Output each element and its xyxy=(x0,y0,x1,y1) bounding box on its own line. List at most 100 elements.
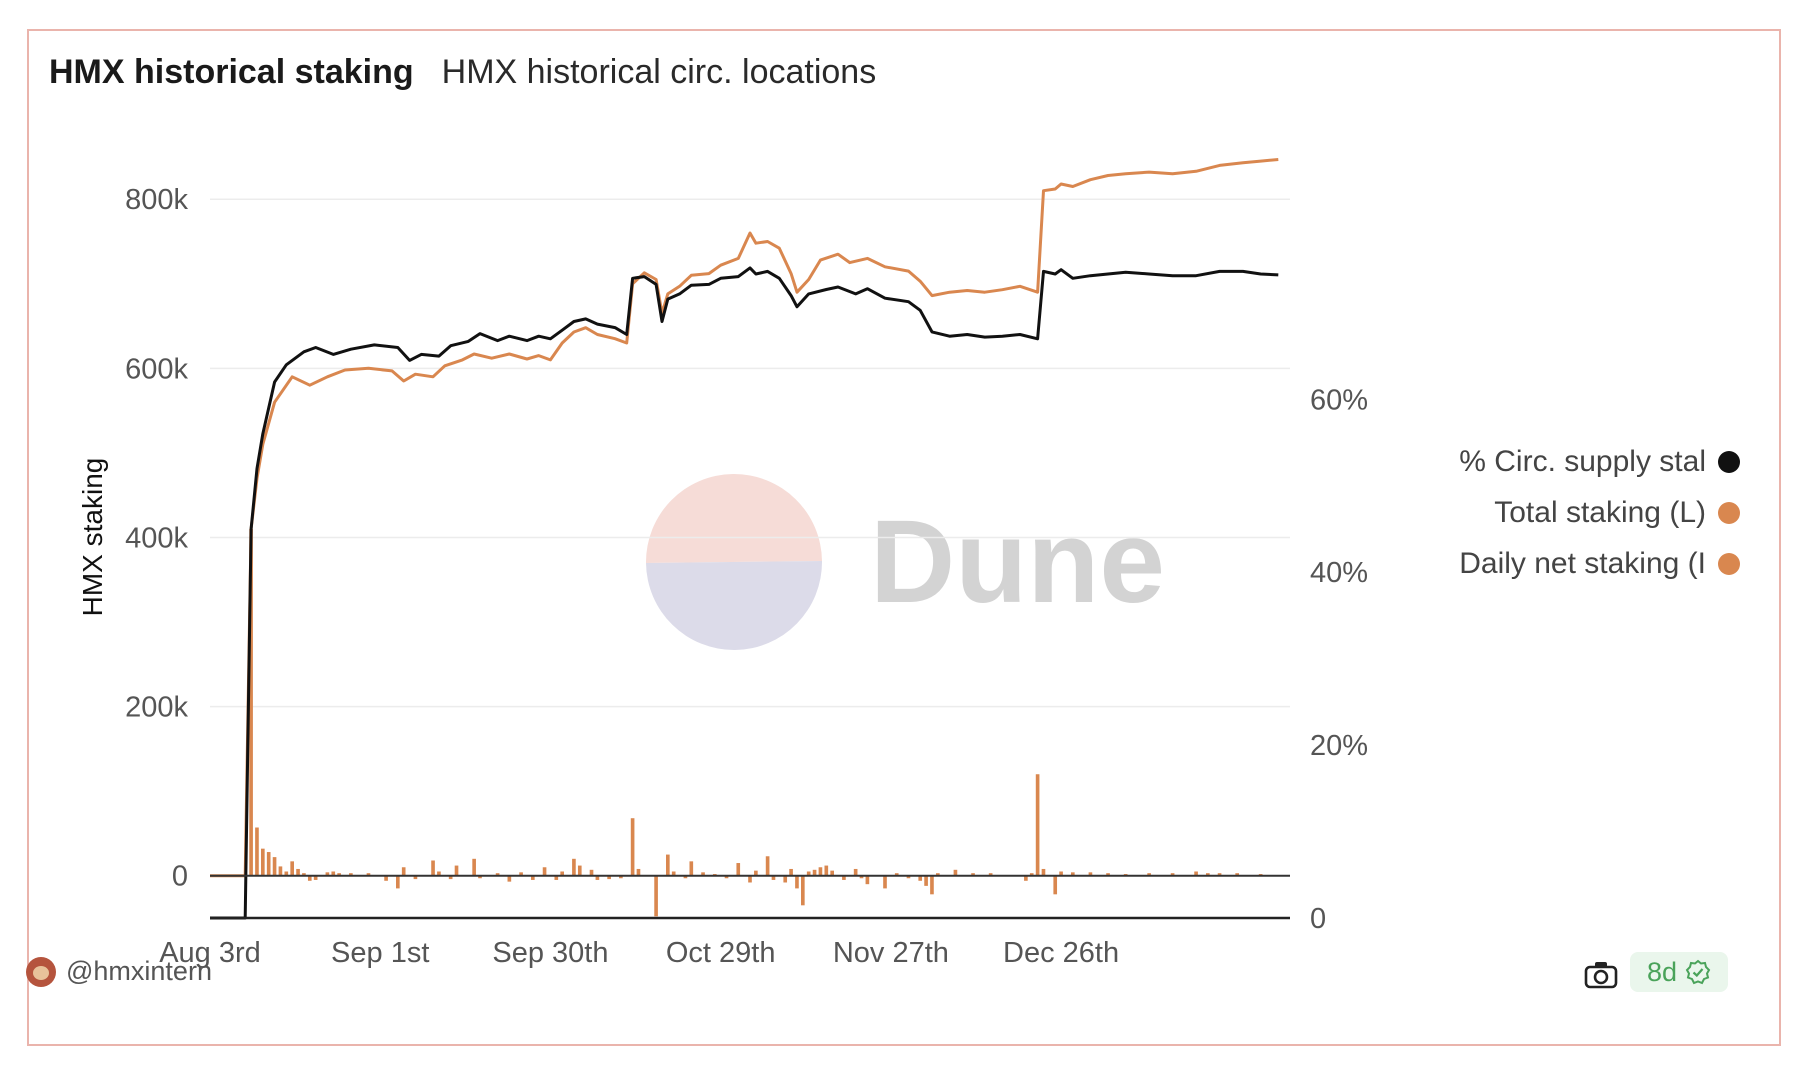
daily-net-bar-40 xyxy=(630,818,635,876)
legend-label-total-staking: Total staking (L) xyxy=(1494,495,1706,529)
daily-net-bar-50 xyxy=(736,863,741,876)
daily-net-bar-32 xyxy=(554,875,559,880)
legend-label-pct-circ: % Circ. supply stal xyxy=(1459,444,1706,478)
daily-net-bar-69 xyxy=(894,873,899,876)
daily-net-bar-65 xyxy=(853,868,858,876)
legend-item-total-staking[interactable]: Total staking (L) xyxy=(1380,487,1740,538)
daily-net-bar-36 xyxy=(589,869,594,876)
daily-net-bar-89 xyxy=(1170,873,1175,876)
daily-net-bar-70 xyxy=(906,875,911,879)
daily-net-bar-91 xyxy=(1206,873,1210,876)
daily-net-bar-25 xyxy=(472,858,476,876)
daily-net-bar-83 xyxy=(1059,871,1063,876)
daily-net-bar-81 xyxy=(1041,868,1046,876)
daily-net-bar-0 xyxy=(249,529,253,876)
daily-net-bar-34 xyxy=(572,858,576,876)
daily-net-bar-24 xyxy=(454,865,459,876)
daily-net-bar-67 xyxy=(865,875,870,885)
daily-net-bar-10 xyxy=(307,875,312,881)
daily-net-bar-3 xyxy=(266,852,271,876)
daily-net-bar-80 xyxy=(1035,774,1040,876)
chart-legend: % Circ. supply stal Total staking (L) Da… xyxy=(1380,436,1740,589)
chart-tabs: HMX historical staking HMX historical ci… xyxy=(49,53,876,92)
y2-tick-label: 0 xyxy=(1310,903,1326,935)
x-tick-label: Sep 1st xyxy=(331,937,429,969)
daily-net-bar-84 xyxy=(1071,872,1075,876)
y2-tick-label: 60% xyxy=(1310,384,1368,416)
daily-net-bar-88 xyxy=(1147,873,1151,876)
daily-net-bar-35 xyxy=(577,865,582,876)
refresh-age-badge[interactable]: 8d xyxy=(1630,952,1728,992)
daily-net-bar-74 xyxy=(936,873,940,876)
x-tick-label: Nov 27th xyxy=(833,937,949,969)
daily-net-bar-46 xyxy=(689,861,694,876)
daily-net-bar-54 xyxy=(771,875,776,880)
daily-net-bar-77 xyxy=(988,873,993,876)
daily-net-bar-2 xyxy=(261,848,265,876)
y2-tick-label: 40% xyxy=(1310,557,1368,589)
daily-net-bar-42 xyxy=(654,875,658,917)
daily-net-bar-29 xyxy=(519,872,523,876)
daily-net-bar-52 xyxy=(754,870,758,876)
daily-net-bar-61 xyxy=(818,867,823,876)
pct-circ-supply-line xyxy=(210,266,1279,920)
author[interactable]: @hmxintern xyxy=(26,956,212,987)
age-text: 8d xyxy=(1646,956,1678,987)
daily-net-bar-6 xyxy=(284,871,289,876)
daily-net-bar-57 xyxy=(795,875,799,889)
daily-net-bar-13 xyxy=(331,871,336,876)
author-handle: @hmxintern xyxy=(66,956,212,986)
daily-net-bar-45 xyxy=(683,875,688,879)
daily-net-bar-59 xyxy=(806,871,811,876)
dune-watermark-text: Dune xyxy=(870,496,1165,628)
daily-net-bar-56 xyxy=(789,868,793,876)
daily-net-bar-92 xyxy=(1217,873,1222,876)
daily-net-bar-43 xyxy=(666,854,670,876)
daily-net-bar-16 xyxy=(366,873,371,876)
daily-net-bar-49 xyxy=(724,875,729,879)
daily-net-bar-17 xyxy=(384,875,388,881)
daily-net-bar-7 xyxy=(290,861,294,876)
daily-net-bar-76 xyxy=(971,873,975,876)
daily-net-bar-1 xyxy=(255,827,259,876)
dune-logo-bottom-icon xyxy=(646,561,823,651)
daily-net-bar-66 xyxy=(859,875,864,879)
daily-net-bar-31 xyxy=(542,867,547,876)
x-tick-label: Aug 3rd xyxy=(159,937,261,969)
series-lines xyxy=(210,158,1279,920)
tab-historical-circ-locations[interactable]: HMX historical circ. locations xyxy=(441,53,877,91)
legend-item-daily-net[interactable]: Daily net staking (I xyxy=(1380,538,1740,589)
daily-net-bar-53 xyxy=(765,856,770,876)
daily-net-bar-41 xyxy=(636,868,641,876)
daily-net-bar-58 xyxy=(801,875,805,906)
daily-net-bar-75 xyxy=(953,869,958,876)
y-axis-left-ticks: 0 200k 400k 600k 800k xyxy=(125,184,188,893)
daily-net-bar-37 xyxy=(595,875,600,880)
daily-net-bar-8 xyxy=(296,868,300,876)
x-tick-label: Sep 30th xyxy=(492,937,608,969)
legend-dot-pct-circ xyxy=(1718,450,1740,473)
daily-net-bar-85 xyxy=(1088,872,1093,876)
daily-net-bar-79 xyxy=(1029,873,1034,876)
daily-net-bar-82 xyxy=(1053,875,1058,895)
daily-net-bar-60 xyxy=(812,869,817,876)
daily-net-bar-12 xyxy=(325,872,330,876)
daily-net-bar-78 xyxy=(1024,875,1028,881)
daily-net-bar-14 xyxy=(337,873,341,876)
daily-net-bar-9 xyxy=(302,873,306,876)
x-axis-ticks: Aug 3rd Sep 1st Sep 30th Oct 29th Nov 27th De… xyxy=(159,937,1119,969)
daily-net-bar-28 xyxy=(507,875,512,882)
legend-item-pct-circ[interactable]: % Circ. supply stal xyxy=(1380,436,1740,487)
total-staking-line xyxy=(210,158,1279,878)
y-axis-label: HMX staking xyxy=(77,458,108,617)
daily-net-bar-64 xyxy=(842,875,846,880)
y-tick-label: 0 xyxy=(172,861,188,893)
x-tick-label: Dec 26th xyxy=(1003,937,1119,969)
daily-net-bar-30 xyxy=(531,875,535,880)
y2-tick-label: 20% xyxy=(1310,730,1368,762)
tab-historical-staking[interactable]: HMX historical staking xyxy=(49,53,414,91)
daily-net-bar-26 xyxy=(478,875,482,879)
y-tick-label: 400k xyxy=(125,522,188,554)
camera-icon[interactable] xyxy=(1584,960,1618,990)
